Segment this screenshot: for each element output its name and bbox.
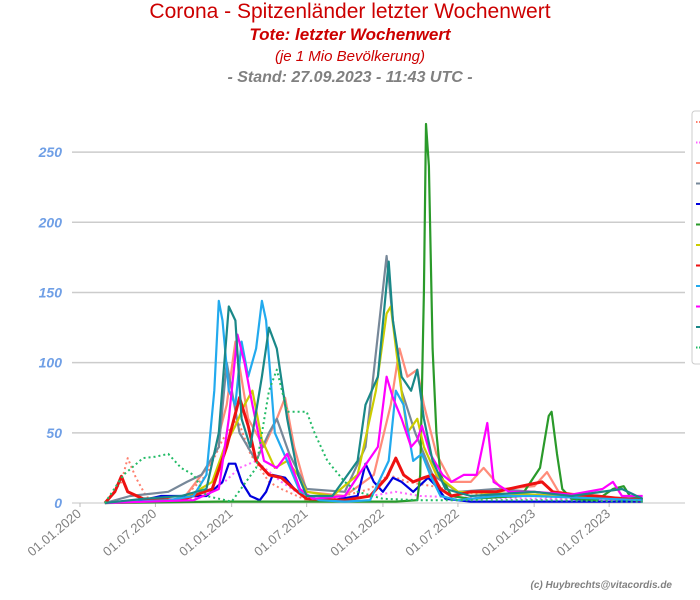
x-axis-ticks: 01.01.2020 01.07.2020 01.01.2021 01.07.2021… [24, 503, 613, 559]
x-tick-label: 01.01.2021 [176, 506, 235, 559]
chart-subtitle: Tote: letzter Wochenwert [249, 25, 451, 44]
x-tick-label: 01.01.2023 [479, 506, 538, 559]
legend [691, 110, 700, 365]
series-line-11 [104, 260, 644, 505]
series-line-10 [104, 333, 643, 505]
x-tick-label: 01.01.2020 [24, 506, 83, 559]
y-tick-label: 250 [38, 144, 63, 160]
y-axis-ticks: 0 50 100 150 200 250 [38, 144, 63, 511]
series-line-8 [103, 396, 643, 504]
legend-box [691, 110, 700, 365]
x-tick-label: 01.01.2022 [327, 506, 386, 559]
y-tick-label: 100 [39, 355, 63, 371]
series-line-9 [104, 299, 643, 505]
x-tick-label: 01.07.2023 [554, 506, 613, 559]
x-tick-label: 01.07.2020 [100, 506, 159, 559]
chart-subtitle-unit: (je 1 Mio Bevölkerung) [274, 48, 426, 65]
series-line-6 [104, 122, 643, 505]
y-tick-label: 0 [54, 495, 62, 511]
x-tick-label: 01.07.2021 [251, 506, 310, 559]
x-tick-label: 01.07.2022 [402, 506, 461, 559]
copyright-credit: (c) Huybrechts@vitacordis.de [530, 580, 672, 591]
y-tick-label: 200 [38, 214, 63, 230]
y-tick-label: 50 [46, 425, 62, 441]
chart-title: Corona - Spitzenländer letzter Wochenwer… [149, 0, 551, 23]
y-tick-label: 150 [39, 284, 63, 300]
grid-lines [72, 151, 685, 504]
chart-timestamp: - Stand: 27.09.2023 - 11:43 UTC - [227, 69, 473, 86]
series-lines [103, 122, 644, 505]
